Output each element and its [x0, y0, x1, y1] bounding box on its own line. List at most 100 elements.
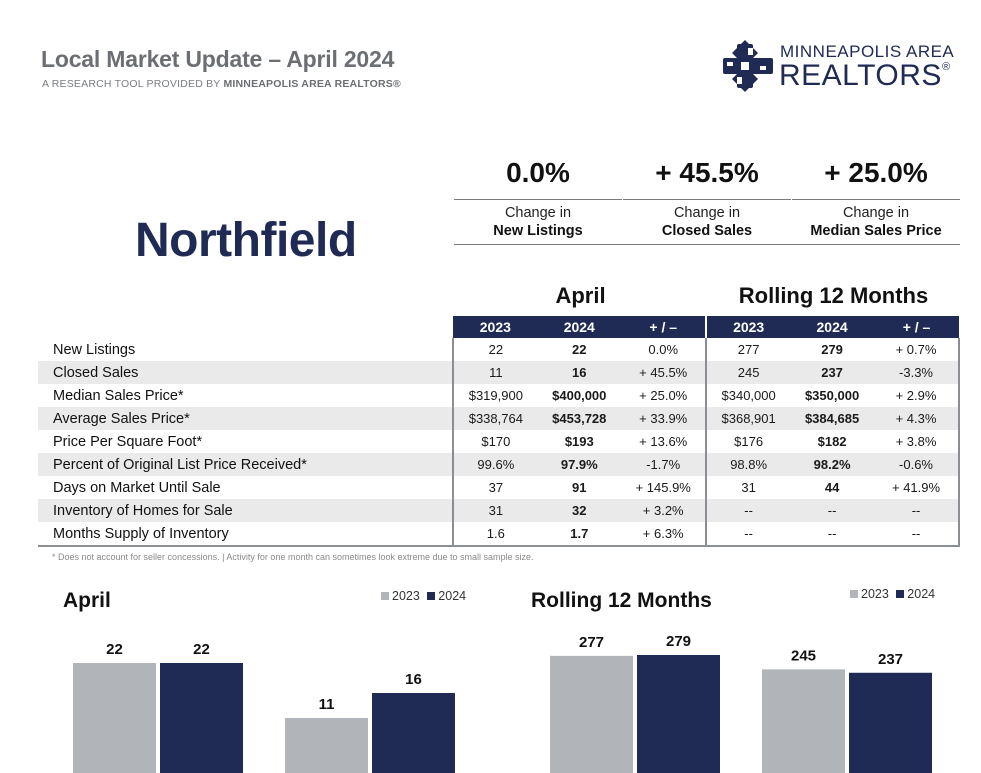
kpi-summary: 0.0% Change in New Listings + 45.5% Chan… — [454, 150, 960, 245]
data-label: 22 — [193, 641, 210, 658]
bar-2024-1 — [849, 672, 932, 773]
data-label: 11 — [319, 696, 335, 713]
table-cell: 1.6 — [452, 522, 538, 547]
table-cell: 97.9% — [537, 453, 622, 476]
table-row: Average Sales Price* $338,764 $453,728 +… — [38, 407, 960, 430]
kpi-label-line1: Change in — [842, 205, 910, 221]
chart-title-april: April — [63, 589, 111, 612]
table-cell: $176 — [705, 430, 791, 453]
legend-swatch-2024 — [427, 592, 436, 600]
legend-label: 2023 — [392, 589, 420, 603]
table-cell: 16 — [537, 361, 622, 384]
column-header: 2023 — [453, 316, 538, 338]
kpi-label-line1: Change in — [504, 205, 572, 221]
table-cell: $170 — [452, 430, 538, 453]
kpi-median-sales-price: + 25.0% Change in Median Sales Price — [792, 150, 960, 239]
table-cell: + 13.6% — [639, 434, 688, 449]
table-cell: 22 — [572, 342, 587, 357]
data-label: 279 — [666, 633, 691, 650]
bar-chart-rolling: 277 279 245 237 — [550, 633, 932, 773]
row-label: New Listings — [53, 341, 136, 358]
table-row: Days on Market Until Sale 37 91 + 145.9%… — [38, 476, 960, 499]
bar-2023-0 — [550, 655, 633, 773]
city-name: Northfield — [135, 214, 357, 267]
column-header: + / – — [874, 316, 959, 338]
table-row: Months Supply of Inventory 1.6 1.7 + 6.3… — [38, 522, 960, 547]
legend-label: 2024 — [438, 589, 467, 603]
kpi-label-line2: Closed Sales — [661, 223, 753, 239]
logo-mark-icon — [723, 40, 773, 92]
logo-line2-text: REALTORS — [779, 59, 942, 92]
table-cell: 22 — [452, 338, 538, 361]
column-header: 2024 — [790, 316, 875, 338]
bar-2024-0 — [160, 663, 243, 773]
legend-swatch-2024 — [896, 590, 905, 598]
bar-2024-0 — [637, 655, 720, 773]
row-label: Days on Market Until Sale — [53, 479, 221, 496]
table-cell: + 25.0% — [639, 388, 688, 403]
row-label: Months Supply of Inventory — [38, 522, 454, 547]
table-cell: $384,685 — [790, 407, 875, 430]
data-label: 237 — [878, 651, 903, 668]
bar-2023-1 — [762, 669, 845, 773]
footnote: * Does not account for seller concession… — [52, 552, 534, 562]
chart-title-rolling: Rolling 12 Months — [531, 589, 712, 612]
table-cell: 98.8% — [705, 453, 791, 476]
legend-label: 2024 — [907, 587, 936, 601]
legend-label: 2023 — [861, 587, 889, 601]
table-cell: -- — [705, 499, 791, 522]
table-cell: + 45.5% — [621, 361, 707, 384]
table-cell: $400,000 — [552, 388, 607, 403]
table-header-blank — [38, 316, 454, 338]
table-cell: + 4.3% — [874, 407, 960, 430]
table-cell: $368,901 — [705, 407, 791, 430]
table-cell: + 0.7% — [874, 338, 960, 361]
table-cell: -0.6% — [874, 453, 960, 476]
group-heading-rolling: Rolling 12 Months — [738, 283, 929, 308]
table-cell: 1.7 — [537, 522, 622, 547]
table-cell: -3.3% — [874, 361, 960, 384]
kpi-value: 0.0% — [506, 157, 570, 188]
logo-line2: REALTORS® — [779, 59, 951, 93]
kpi-divider — [792, 199, 960, 200]
subtitle-prefix: A RESEARCH TOOL PROVIDED BY — [42, 78, 224, 90]
table-cell: -- — [874, 499, 960, 522]
table-cell: $182 — [817, 434, 847, 449]
kpi-label-line1: Change in — [673, 205, 741, 221]
kpi-label-line2: Median Sales Price — [810, 223, 942, 239]
table-cell: $340,000 — [705, 384, 791, 407]
table-cell: $350,000 — [804, 388, 860, 403]
table-cell: 44 — [824, 480, 840, 495]
table-cell: 245 — [705, 361, 791, 384]
legend-swatch-2023 — [381, 592, 389, 600]
chart-legend-april: 2023 2024 — [381, 589, 466, 603]
table-cell: 32 — [537, 499, 622, 522]
table-cell: 98.2% — [790, 453, 875, 476]
kpi-label-line2: New Listings — [493, 223, 583, 239]
report-subtitle: A RESEARCH TOOL PROVIDED BY MINNEAPOLIS … — [42, 78, 401, 90]
table-cell: + 3.2% — [621, 499, 707, 522]
table-row: Percent of Original List Price Received*… — [38, 453, 960, 476]
data-label: 277 — [579, 634, 604, 651]
table-cell: 37 — [452, 476, 538, 499]
table-row: Inventory of Homes for Sale 31 32 + 3.2%… — [38, 499, 960, 522]
data-label: 22 — [106, 641, 123, 658]
table-cell: + 3.8% — [874, 430, 960, 453]
subtitle-org: MINNEAPOLIS AREA REALTORS® — [223, 78, 401, 90]
column-header: + / – — [621, 316, 707, 338]
realtors-logo: MINNEAPOLIS AREA REALTORS® — [722, 40, 962, 92]
table-cell: -- — [874, 522, 960, 547]
bar-2024-1 — [372, 693, 455, 773]
table-row: New Listings 22 22 0.0% 277 279 + 0.7% — [38, 338, 960, 361]
data-label: 16 — [405, 671, 422, 688]
table-cell: 31 — [705, 476, 791, 499]
market-stats-table: 2023 2024 + / – 2023 2024 + / – New List… — [38, 316, 960, 547]
data-label: 245 — [791, 647, 816, 664]
row-label: Percent of Original List Price Received* — [38, 453, 454, 476]
table-row: Price Per Square Foot* $170 $193 + 13.6%… — [38, 430, 960, 453]
legend-swatch-2023 — [850, 590, 858, 598]
chart-legend-rolling: 2023 2024 — [850, 587, 935, 601]
row-label: Inventory of Homes for Sale — [38, 499, 454, 522]
kpi-divider — [623, 199, 791, 200]
column-header: 2023 — [705, 316, 791, 338]
